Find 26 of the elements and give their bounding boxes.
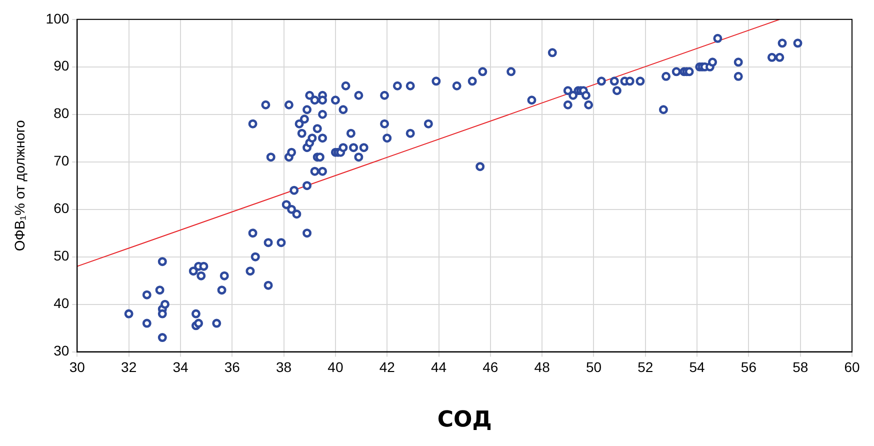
x-tick-label: 46 — [482, 359, 498, 376]
x-tick-label: 36 — [224, 359, 240, 376]
x-tick-label: 38 — [276, 359, 292, 376]
x-tick-label: 58 — [792, 359, 808, 376]
x-tick-label: 44 — [430, 359, 447, 376]
x-tick-label: 30 — [69, 359, 86, 376]
x-axis-title: СОД — [437, 408, 492, 433]
y-axis-title: ОФВ₁% от должного — [11, 120, 28, 252]
y-tick-label: 40 — [54, 295, 70, 312]
y-tick-label: 60 — [54, 200, 70, 216]
x-tick-label: 56 — [740, 359, 757, 376]
y-tick-label: 70 — [54, 152, 70, 169]
x-tick-label: 32 — [121, 359, 137, 376]
x-tick-label: 40 — [328, 359, 344, 376]
x-tick-label: 54 — [689, 359, 706, 376]
x-tick-label: 60 — [844, 359, 860, 376]
y-tick-label: 30 — [54, 342, 70, 359]
y-tick-label: 90 — [54, 58, 70, 74]
x-tick-label: 42 — [379, 359, 396, 376]
y-tick-label: 100 — [46, 10, 70, 26]
y-tick-label: 50 — [54, 248, 70, 264]
x-tick-label: 50 — [586, 359, 602, 376]
y-tick-label: 80 — [54, 105, 70, 122]
x-tick-label: 52 — [638, 359, 654, 376]
x-tick-label: 48 — [534, 359, 550, 376]
x-tick-label: 34 — [172, 359, 188, 376]
